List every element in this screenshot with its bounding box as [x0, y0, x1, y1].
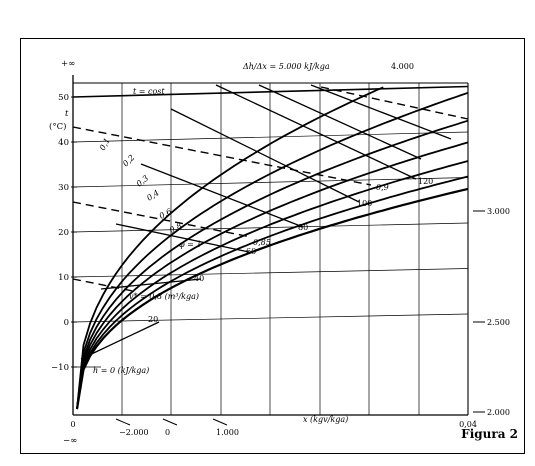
rh-curve	[76, 86, 384, 410]
rh-curve	[75, 187, 469, 410]
specific-volume-lines	[72, 86, 469, 292]
vertical-gridlines	[121, 83, 420, 415]
rh-curve	[76, 141, 469, 410]
y-tick-label: 10	[58, 273, 69, 283]
h-top-tick-4000: 4.000	[391, 62, 414, 71]
y-tick-labels: 50 40 30 20 10 0 −10	[51, 93, 77, 373]
h-bottom-tick-1000: 1.000	[216, 428, 239, 437]
rh-curve	[76, 91, 469, 410]
x-axis-label: x (kgv/kga)	[303, 415, 348, 424]
h-right-tick-3000: 3.000	[487, 207, 510, 216]
y-tick-label: 30	[58, 183, 69, 193]
rh-label-01: 0,1	[98, 136, 112, 151]
enthalpy-line	[170, 108, 360, 203]
enth-label-20: 20	[148, 315, 158, 324]
y-bottom-infinity: −∞	[63, 436, 77, 446]
rh-curve	[76, 119, 469, 410]
enthalpy-line	[310, 84, 452, 140]
h-tick-mark	[115, 418, 131, 426]
diagram-frame: +∞ −∞ t (°C) 50 40 30 20 10 0 −10 0 0,04 x (kg…	[20, 38, 525, 454]
h-right-tick-2000: 2.000	[487, 408, 510, 417]
enthalpy-value-labels: 20 40 60 80 100 120	[148, 177, 433, 324]
phi-one-label: φ = 1	[179, 240, 201, 249]
y-tick-label: 0	[64, 318, 69, 328]
specific-volume-line	[72, 201, 252, 238]
x-tick-0: 0	[70, 420, 75, 429]
figure-label: Figura 2	[461, 427, 518, 441]
h-bottom-tick-0: 0	[165, 428, 170, 437]
specific-volume-line	[320, 86, 469, 120]
isotherm-label: t = cost	[133, 87, 165, 96]
rh-curve	[76, 175, 469, 410]
y-tick-label: 20	[58, 228, 69, 238]
isotherms	[72, 85, 469, 368]
specific-volume-line	[72, 126, 372, 186]
specific-volume-value-labels: 0,85 0,9	[253, 183, 389, 247]
isotherm-line	[72, 222, 469, 233]
dh-dx-annotation: Δh/Δx = 5.000 kJ/kga	[242, 62, 330, 71]
rh-label-03: 0,3	[135, 174, 151, 189]
sv-label-085: 0,85	[253, 238, 271, 247]
y-axis-label-t: t	[65, 109, 69, 119]
enthalpy-line	[80, 321, 160, 360]
enthalpy-line	[258, 84, 422, 160]
sv-label-09: 0,9	[376, 183, 389, 192]
specific-volume-line	[72, 278, 134, 292]
relative-humidity-labels: 0,1 0,2 0,3 0,4 0,6 0,8	[98, 136, 184, 234]
enthalpy-line	[140, 163, 304, 228]
enthalpy-line	[115, 223, 250, 253]
y-tick-label: −10	[51, 363, 69, 373]
y-tick-label: 50	[58, 93, 69, 103]
relative-humidity-curves	[75, 86, 469, 410]
enth-label-120: 120	[418, 177, 433, 186]
x-tick-004: 0,04	[459, 420, 477, 429]
enth-label-40: 40	[194, 274, 204, 283]
h-bottom-tick-minus2000: −2.000	[119, 428, 149, 437]
rh-label-04: 0,4	[145, 188, 161, 202]
h-zero-label: h = 0 (kJ/kga)	[93, 366, 149, 375]
y-axis-unit: (°C)	[49, 121, 66, 132]
enthalpy-line	[215, 84, 417, 180]
y-top-infinity: +∞	[61, 59, 75, 69]
h-right-tick-2500: 2.500	[487, 318, 510, 327]
rh-curve	[76, 160, 469, 410]
h-tick-mark	[212, 418, 228, 426]
isotherm-line	[72, 313, 469, 323]
enth-label-60: 60	[246, 247, 256, 256]
enth-label-80: 80	[298, 223, 308, 232]
y-tick-label: 40	[58, 138, 69, 148]
enth-label-100: 100	[357, 199, 372, 208]
rh-label-02: 0,2	[121, 153, 136, 168]
h-tick-mark	[162, 418, 178, 426]
isotherm-line	[72, 85, 469, 98]
isotherm-line	[72, 177, 469, 188]
specific-volume-label: v* = 0,8 (m³/kga)	[129, 292, 199, 301]
